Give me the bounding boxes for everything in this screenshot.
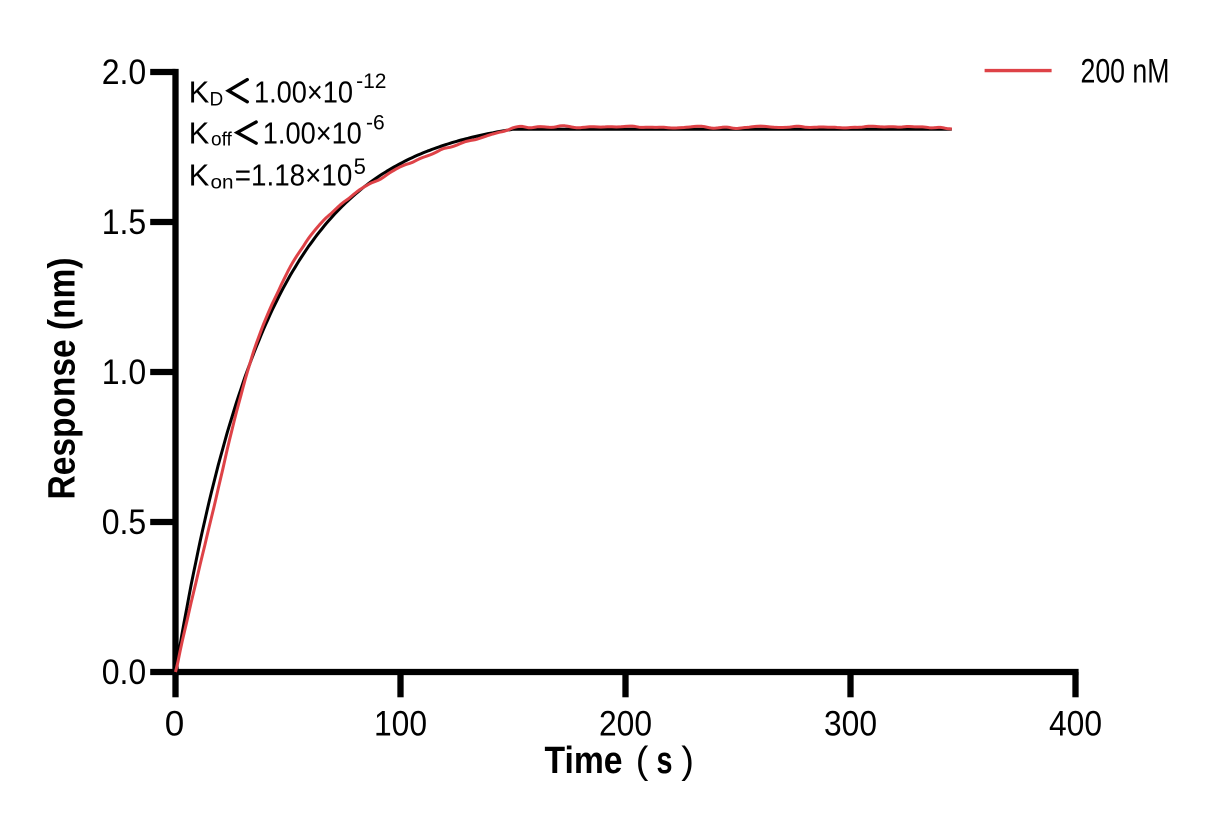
svg-text:200 nM: 200 nM: [1081, 53, 1170, 91]
svg-text:K: K: [189, 74, 210, 109]
svg-text:Time: Time: [545, 740, 623, 782]
svg-text:1.00×10: 1.00×10: [263, 115, 362, 150]
svg-text:0.5: 0.5: [102, 503, 147, 542]
svg-text:1.00×10: 1.00×10: [254, 74, 353, 109]
svg-text:5: 5: [354, 154, 366, 179]
svg-text:-12: -12: [356, 70, 386, 93]
svg-text:on: on: [211, 172, 234, 193]
svg-text:D: D: [210, 89, 224, 110]
svg-text:): ): [681, 740, 694, 782]
svg-text:-6: -6: [366, 111, 385, 134]
svg-text:off: off: [211, 130, 233, 151]
svg-text:K: K: [189, 157, 210, 192]
svg-text:1.0: 1.0: [102, 353, 147, 392]
svg-text:Response (nm): Response (nm): [42, 258, 84, 500]
svg-text:300: 300: [824, 705, 877, 744]
svg-text:0: 0: [165, 705, 184, 744]
svg-text:200: 200: [599, 705, 652, 744]
svg-text:2.0: 2.0: [102, 53, 147, 92]
svg-text:100: 100: [374, 705, 427, 744]
svg-text:0.0: 0.0: [102, 653, 147, 692]
svg-text:s: s: [657, 740, 673, 782]
svg-text:400: 400: [1049, 705, 1102, 744]
svg-text:1.5: 1.5: [102, 203, 147, 242]
svg-text:K: K: [189, 115, 210, 150]
svg-text:(: (: [636, 740, 649, 782]
svg-text:=1.18×10: =1.18×10: [235, 157, 352, 192]
